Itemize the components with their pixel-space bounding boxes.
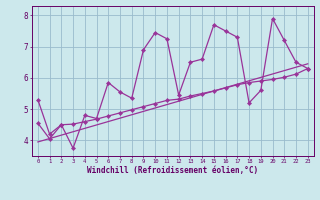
X-axis label: Windchill (Refroidissement éolien,°C): Windchill (Refroidissement éolien,°C) xyxy=(87,166,258,175)
